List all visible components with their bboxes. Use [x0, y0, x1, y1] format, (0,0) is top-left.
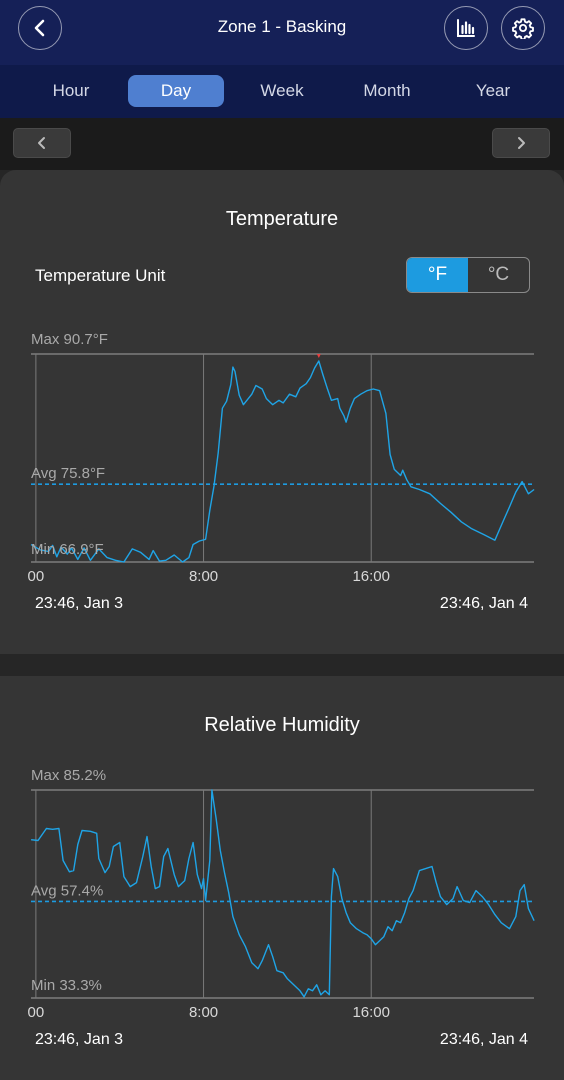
tab-day[interactable]: Day [128, 75, 224, 107]
temperature-series-line [30, 360, 535, 563]
temperature-chart: 00 8:00 16:00 Max 90.7°F Avg 75.8°F Min 66.9°… [28, 331, 535, 585]
unit-fahrenheit-option[interactable]: °F [407, 258, 468, 292]
humidity-min-label: Min 33.3% [31, 977, 102, 994]
page-title: Zone 1 - Basking [217, 17, 347, 36]
temperature-x-tick-label-1: 8:00 [189, 568, 218, 585]
tab-hour[interactable]: Hour [52, 81, 90, 100]
back-button[interactable] [18, 6, 62, 50]
humidity-range-end: 23:46, Jan 4 [439, 1031, 528, 1048]
humidity-card: Relative Humidity 00 8:00 16:00 Max 85.2% Av… [0, 676, 564, 1080]
stats-button[interactable] [444, 6, 488, 50]
period-tabs: Hour Day Week Month Year [0, 65, 564, 118]
tab-week[interactable]: Week [260, 81, 304, 100]
date-navigation [0, 118, 564, 170]
temperature-unit-label: Temperature Unit [35, 266, 166, 285]
tab-year[interactable]: Year [475, 81, 511, 100]
temperature-max-label: Max 90.7°F [31, 331, 108, 348]
temperature-min-label: Min 66.9°F [31, 541, 104, 558]
temperature-x-tick-label-0: 00 [28, 568, 45, 585]
app-header: Zone 1 - Basking [0, 0, 564, 65]
previous-period-button[interactable] [13, 128, 71, 158]
chevron-right-icon [518, 137, 525, 149]
chevron-left-icon [38, 137, 45, 149]
humidity-range-start: 23:46, Jan 3 [35, 1031, 124, 1048]
temperature-max-marker [316, 354, 321, 358]
temperature-range-start: 23:46, Jan 3 [35, 595, 124, 612]
unit-celsius-option[interactable]: °C [487, 264, 510, 285]
chevron-left-icon [34, 19, 45, 37]
temperature-title: Temperature [225, 208, 339, 230]
gear-icon [512, 18, 534, 39]
temperature-unit-toggle: °F °C [406, 257, 530, 293]
next-period-button[interactable] [492, 128, 550, 158]
bar-chart-icon [457, 19, 475, 37]
humidity-max-label: Max 85.2% [31, 767, 106, 784]
temperature-x-tick-label-2: 16:00 [352, 568, 390, 585]
card-divider [0, 654, 564, 676]
humidity-x-tick-label-0: 00 [28, 1004, 45, 1021]
humidity-x-tick-label-2: 16:00 [352, 1004, 390, 1021]
humidity-series-line [31, 789, 535, 998]
temperature-avg-label: Avg 75.8°F [31, 465, 105, 482]
humidity-title: Relative Humidity [204, 714, 360, 736]
tab-month[interactable]: Month [363, 81, 411, 100]
humidity-chart: 00 8:00 16:00 Max 85.2% Avg 57.4% Min 33.3% [28, 767, 535, 1021]
temperature-range-end: 23:46, Jan 4 [439, 595, 528, 612]
settings-button[interactable] [501, 6, 545, 50]
temperature-card: Temperature Temperature Unit °F °C 00 8:0… [0, 170, 564, 654]
humidity-x-tick-label-1: 8:00 [189, 1004, 218, 1021]
humidity-avg-label: Avg 57.4% [31, 882, 103, 899]
